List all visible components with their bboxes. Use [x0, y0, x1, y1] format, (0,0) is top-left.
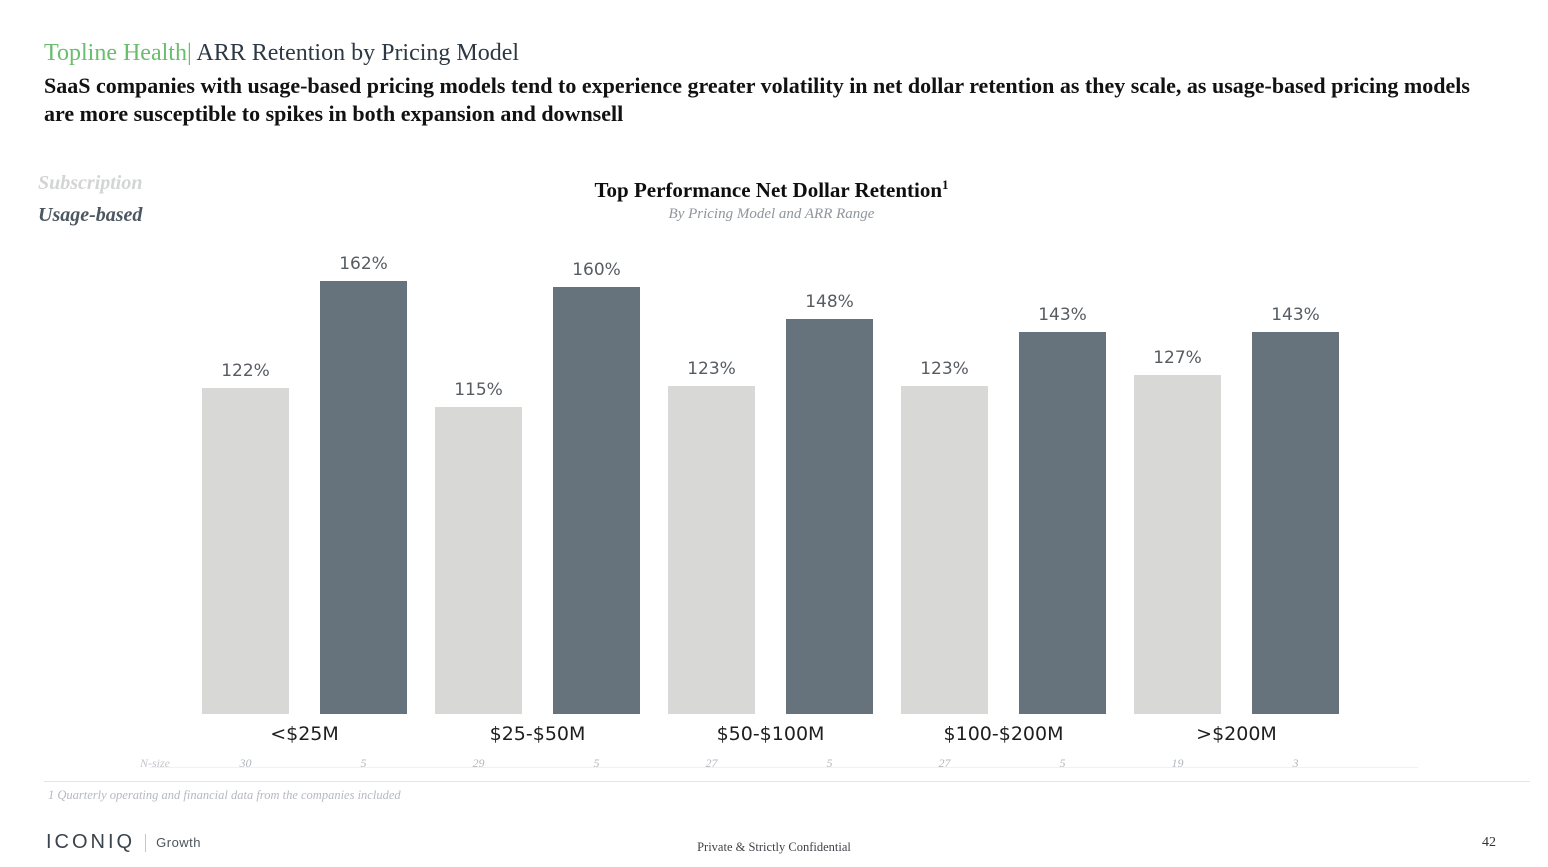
bar-value-label: 127% [1153, 348, 1202, 368]
bar-value-label: 123% [920, 359, 969, 379]
brand-sub-label: Growth [156, 835, 202, 850]
n-size-row: 30 5 29 5 27 5 27 5 19 3 [202, 756, 1339, 771]
chart-title-text: Top Performance Net Dollar Retention [594, 178, 943, 202]
page-title: Topline Health| ARR Retention by Pricing… [44, 40, 1474, 67]
n-size-value: 5 [1059, 756, 1066, 770]
bar-group: 115% 160% $25-$50M [435, 250, 640, 745]
bar-column: 115% [435, 380, 522, 714]
page-title-rest: ARR Retention by Pricing Model [191, 40, 520, 66]
n-size-group: 27 5 [901, 756, 1106, 771]
bar-subscription [1134, 375, 1221, 714]
n-size-group: 19 3 [1134, 756, 1339, 771]
bar-subscription [202, 388, 289, 714]
brand-divider [145, 833, 147, 852]
n-size-row-line [150, 767, 1418, 768]
legend-item-usage-based: Usage-based [38, 204, 143, 226]
legend-item-subscription: Subscription [38, 172, 143, 194]
bar-usage-based [786, 319, 873, 714]
n-size-group: 30 5 [202, 756, 407, 771]
bar-value-label: 160% [572, 260, 621, 280]
n-size-value: 29 [472, 756, 485, 770]
chart-title: Top Performance Net Dollar Retention1 [202, 177, 1341, 203]
bar-value-label: 162% [339, 254, 388, 274]
category-label: $50-$100M [716, 723, 825, 745]
bar-value-label: 115% [454, 380, 503, 400]
category-label: $100-$200M [943, 723, 1064, 745]
footnote: 1 Quarterly operating and financial data… [48, 788, 401, 802]
n-size-value: 27 [938, 756, 951, 770]
category-label: $25-$50M [489, 723, 586, 745]
iconiq-logo: ICONIQ Growth [46, 831, 201, 854]
bar-subscription [435, 407, 522, 714]
n-size-value: 27 [705, 756, 718, 770]
brand-wordmark: ICONIQ [46, 831, 136, 853]
bar-column: 143% [1252, 305, 1339, 714]
bar-column: 160% [553, 260, 640, 714]
slide-header: Topline Health| ARR Retention by Pricing… [44, 40, 1474, 128]
bar-usage-based [1252, 332, 1339, 714]
bar-column: 122% [202, 361, 289, 714]
chart-legend: Subscription Usage-based [38, 172, 142, 227]
bar-column: 162% [320, 254, 407, 714]
bar-usage-based [320, 281, 407, 714]
n-size-value: 5 [826, 756, 833, 770]
bar-value-label: 148% [805, 292, 854, 312]
chart-title-footnote-marker: 1 [942, 177, 949, 192]
n-size-value: 3 [1292, 756, 1299, 770]
n-size-value: 19 [1171, 756, 1184, 770]
chart-subtitle: By Pricing Model and ARR Range [668, 206, 875, 222]
bar-group: 123% 148% $50-$100M [668, 250, 873, 745]
bar-column: 143% [1019, 305, 1106, 714]
bar-subscription [901, 386, 988, 714]
bar-column: 127% [1134, 348, 1221, 714]
bar-chart: 122% 162% <$25M 115% 160% $25-$50M 123% 148% $50… [202, 250, 1339, 745]
footnote-divider [44, 781, 1530, 782]
bar-column: 123% [668, 359, 755, 714]
bar-value-label: 123% [687, 359, 736, 379]
bar-group: 123% 143% $100-$200M [901, 250, 1106, 745]
n-size-value: 30 [239, 756, 252, 770]
bar-usage-based [1019, 332, 1106, 714]
page-subtitle: SaaS companies with usage-based pricing … [44, 73, 1470, 126]
category-label: <$25M [270, 723, 339, 745]
page-title-product: Topline Health| [44, 40, 192, 66]
bar-column: 148% [786, 292, 873, 714]
bar-usage-based [553, 287, 640, 714]
bar-value-label: 143% [1271, 305, 1320, 325]
n-size-group: 27 5 [668, 756, 873, 771]
bar-group: 127% 143% >$200M [1134, 250, 1339, 745]
bar-subscription [668, 386, 755, 714]
n-size-group: 29 5 [435, 756, 640, 771]
confidentiality-notice: Private & Strictly Confidential [697, 840, 851, 854]
bar-group: 122% 162% <$25M [202, 250, 407, 745]
n-size-value: 5 [593, 756, 600, 770]
bar-value-label: 122% [221, 361, 270, 381]
bar-column: 123% [901, 359, 988, 714]
category-label: >$200M [1196, 723, 1277, 745]
chart-header: Top Performance Net Dollar Retention1 By… [202, 177, 1341, 223]
n-size-value: 5 [360, 756, 367, 770]
n-size-label: N-size [140, 756, 170, 770]
bar-value-label: 143% [1038, 305, 1087, 325]
page-number: 42 [1482, 835, 1496, 850]
